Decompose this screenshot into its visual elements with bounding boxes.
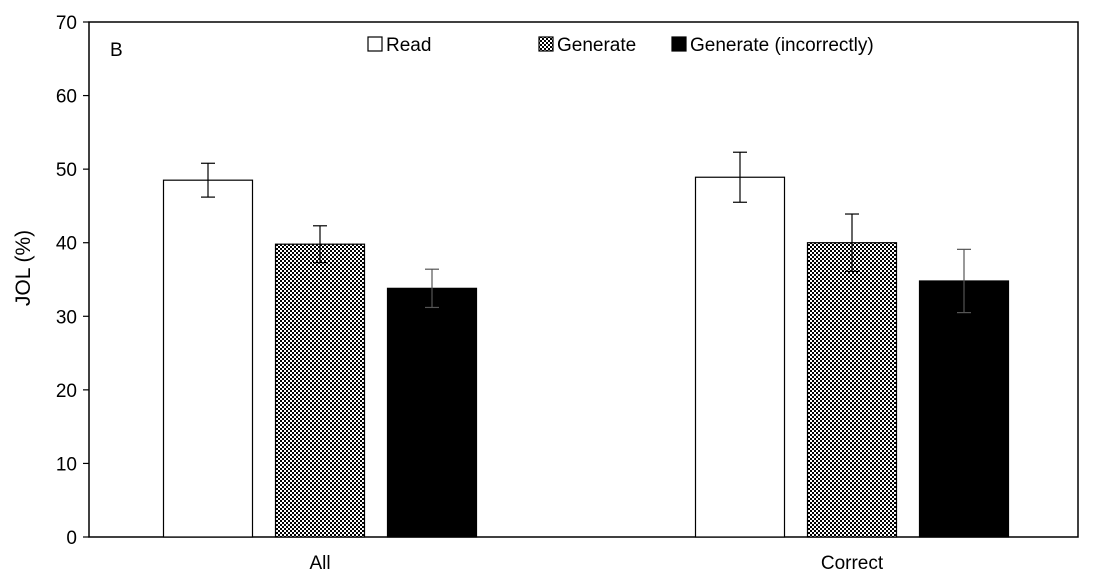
legend: Read Generate Generate (incorrectly): [367, 35, 874, 56]
bar-checker-correct: [806, 242, 898, 538]
legend-swatch: [538, 36, 554, 52]
bars-group: [162, 176, 1010, 538]
bar-black-all: [386, 287, 478, 538]
x-category-label: Correct: [821, 553, 884, 574]
bar-black-correct: [918, 280, 1010, 538]
x-axis: All Correct: [309, 553, 883, 574]
y-tick-label: 30: [56, 307, 77, 328]
y-axis: 0 10 20 30 40 50 60 70: [56, 13, 89, 549]
y-tick-label: 70: [56, 13, 77, 34]
y-tick-label: 0: [66, 528, 77, 549]
y-tick-label: 50: [56, 160, 77, 181]
legend-swatch: [671, 36, 687, 52]
legend-label: Read: [386, 35, 431, 56]
x-category-label: All: [309, 553, 330, 574]
error-bars-group: [201, 151, 971, 314]
plot-frame: [88, 21, 1079, 538]
legend-label: Generate: [557, 35, 636, 56]
legend-label: Generate (incorrectly): [690, 35, 874, 56]
y-tick-label: 20: [56, 381, 77, 402]
y-axis-title: JOL (%): [12, 230, 35, 306]
bar-white-all: [162, 179, 254, 538]
y-tick-label: 40: [56, 234, 77, 255]
legend-swatch: [367, 36, 383, 52]
y-tick-label: 60: [56, 87, 77, 108]
panel-label: B: [110, 40, 123, 61]
y-tick-label: 10: [56, 454, 77, 475]
bar-white-correct: [694, 176, 786, 538]
bar-checker-all: [274, 243, 366, 538]
